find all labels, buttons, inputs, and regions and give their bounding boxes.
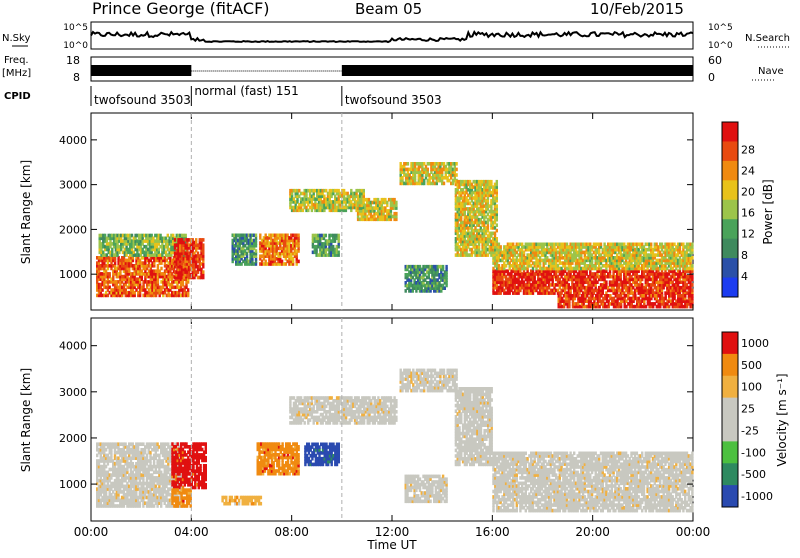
cell-11 xyxy=(605,280,607,284)
freq-units: [MHz] xyxy=(2,68,31,79)
cell-12 xyxy=(600,243,602,247)
cell-11 xyxy=(691,275,693,279)
cell-3 xyxy=(255,234,257,238)
cell-8 xyxy=(427,168,429,172)
nsky-trace xyxy=(91,32,693,42)
cell-0 xyxy=(160,267,162,271)
cell-3 xyxy=(255,249,257,253)
cell-6 xyxy=(363,189,365,193)
cpid-segment-label-0: twofsound 3503 xyxy=(94,93,191,107)
cell-12 xyxy=(691,264,693,268)
cell-12 xyxy=(691,243,693,247)
nave-tick-top: 60 xyxy=(708,54,722,67)
cell-9 xyxy=(496,180,498,184)
freq-segment-0 xyxy=(91,65,191,76)
cell-0 xyxy=(109,272,111,276)
cell-12 xyxy=(691,256,693,260)
cell-9 xyxy=(496,237,498,241)
station-title: Prince George (fitACF) xyxy=(92,0,270,18)
cell-9 xyxy=(496,229,498,233)
cell-5 xyxy=(325,234,327,238)
cell-2 xyxy=(202,270,204,274)
cell-8 xyxy=(455,162,457,166)
cell-12 xyxy=(650,243,652,247)
freq-tick-top: 18 xyxy=(66,54,80,67)
cell-4 xyxy=(259,234,261,238)
cell-2 xyxy=(174,238,176,242)
freq-tick-bottom: 8 xyxy=(73,71,80,84)
cell-8 xyxy=(455,168,457,172)
nsky-panel xyxy=(91,22,693,49)
nsky-tick-top: 10^5 xyxy=(63,23,88,33)
cell-4 xyxy=(297,234,299,238)
cpid-segment-label-1: normal (fast) 151 xyxy=(194,84,298,98)
cell-9 xyxy=(496,204,498,208)
cell-10 xyxy=(445,265,447,269)
cell-8 xyxy=(407,162,409,166)
nsky-label: N.Sky xyxy=(2,33,30,44)
nsky-tick-bottom: 10^0 xyxy=(63,41,88,51)
cell-7 xyxy=(395,212,397,216)
cell-11 xyxy=(691,289,693,293)
freq-bars xyxy=(91,65,693,76)
nsearch-tick-top: 10^5 xyxy=(708,23,733,33)
cell-9 xyxy=(496,223,498,227)
nsearch-label: N.Search xyxy=(745,33,790,44)
cell-12 xyxy=(500,245,502,249)
cell-8 xyxy=(455,173,457,177)
cell-4 xyxy=(297,260,299,264)
date-title: 10/Feb/2015 xyxy=(590,0,684,18)
cell-8 xyxy=(443,182,445,186)
nsearch-tick-bottom: 10^0 xyxy=(708,41,733,51)
freq-label: Freq. xyxy=(4,55,29,66)
cell-5 xyxy=(338,251,340,255)
nave-label: Nave xyxy=(758,66,784,77)
cell-10 xyxy=(442,265,444,269)
nave-tick-bottom: 0 xyxy=(708,71,715,84)
cell-1 xyxy=(185,234,187,238)
cell-11 xyxy=(691,283,693,287)
beam-title: Beam 05 xyxy=(355,0,422,18)
cell-12 xyxy=(494,243,496,247)
cell-2 xyxy=(202,243,204,247)
cpid-segment-label-2: twofsound 3503 xyxy=(345,93,442,107)
cell-0 xyxy=(187,288,189,292)
cpid-label: CPID xyxy=(4,91,31,102)
cell-2 xyxy=(202,238,204,242)
cell-7 xyxy=(395,201,397,205)
freq-segment-2 xyxy=(342,65,693,76)
cell-5 xyxy=(338,234,340,238)
cell-9 xyxy=(490,180,492,184)
cell-2 xyxy=(195,238,197,242)
